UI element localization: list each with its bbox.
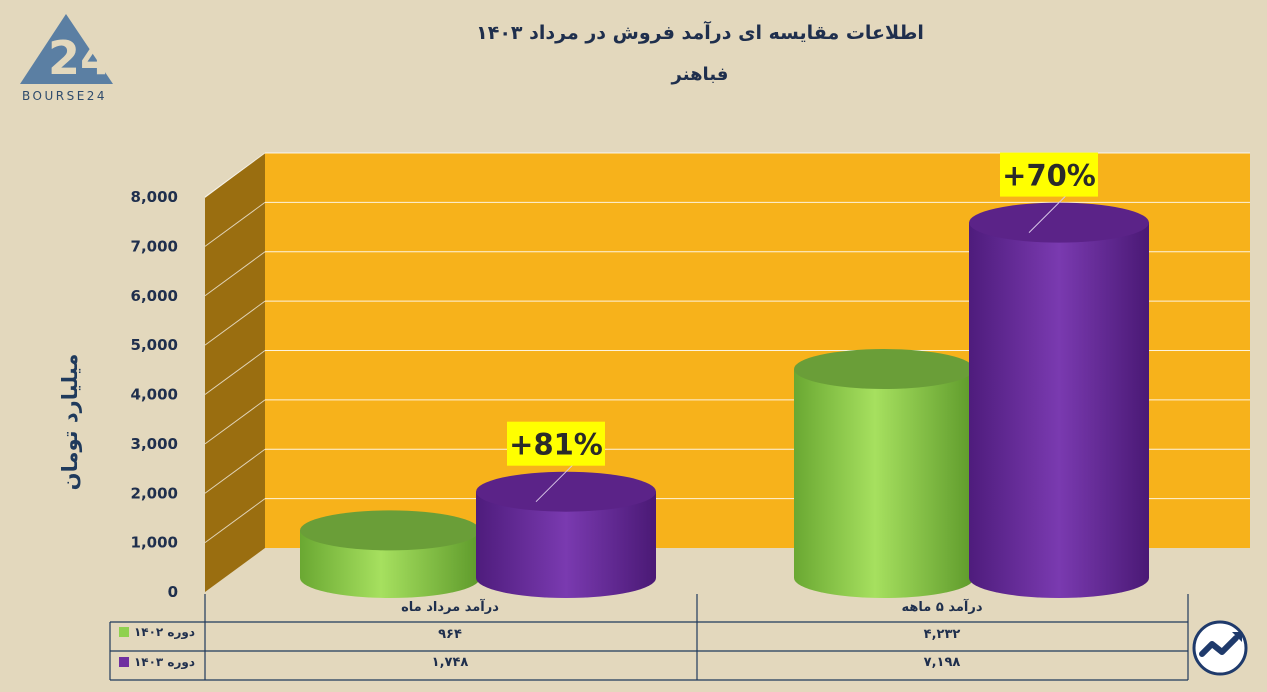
y-tick-label: 6,000: [131, 287, 178, 305]
y-tick-label: 5,000: [131, 336, 178, 354]
legend-swatch-purple: [118, 657, 129, 667]
chart-title: اطلاعات مقایسه ای درآمد فروش در مرداد ۱۴…: [476, 22, 924, 44]
gridline-side: [204, 152, 266, 198]
trend-chart-icon: [1192, 620, 1248, 676]
y-tick-label: 2,000: [131, 484, 178, 502]
category-label-2: درآمد ۵ ماهه: [901, 600, 983, 615]
legend-row-1402: دوره ۱۴۰۲: [112, 625, 202, 639]
y-tick-label: 8,000: [131, 188, 178, 206]
gridline-side: [204, 350, 266, 395]
gridline-side: [204, 399, 266, 445]
bar-1403-1-top: [476, 471, 656, 512]
bar-1403-2-body: [969, 222, 1149, 598]
legend-label-1402: دوره ۱۴۰۲: [133, 625, 196, 639]
bar-1403-1: [476, 471, 656, 598]
gridline-side: [204, 498, 266, 544]
value-1402-monthly: ۹۶۴: [438, 627, 462, 642]
gridline-side: [204, 201, 266, 247]
bar-1402-1-top: [300, 510, 480, 551]
logo-mark: 24: [48, 31, 112, 85]
annotation-label-2: +70%: [1002, 159, 1096, 193]
value-1403-monthly: ۱,۷۴۸: [431, 655, 469, 670]
bar-1403-1-body: [476, 491, 656, 598]
legend-swatch-green: [118, 627, 129, 637]
bar-1402-2-body: [794, 369, 974, 598]
bourse24-logo: 24 BOURSE24: [18, 12, 118, 107]
y-tick-label: 3,000: [131, 435, 178, 453]
annotation-badge-1: [507, 421, 605, 466]
bar-1402-1: [300, 510, 480, 598]
gridline-side: [204, 300, 266, 346]
bar-1403-2: [969, 202, 1149, 598]
annotation-badge-2: [1000, 152, 1098, 197]
chart-subtitle: فباهنر: [671, 64, 729, 85]
legend-row-1403: دوره ۱۴۰۳: [112, 655, 202, 669]
y-tick-label: 7,000: [131, 237, 178, 255]
y-tick-label: 0: [168, 583, 178, 601]
annotation-leader: [535, 463, 575, 503]
value-1402-5month: ۴,۲۳۲: [923, 627, 961, 642]
annotation-leader: [1028, 194, 1068, 233]
bar-1402-2: [794, 349, 974, 598]
category-label-1: درآمد مرداد ماه: [401, 600, 499, 615]
gridline-side: [204, 251, 266, 297]
annotation-label-1: +81%: [509, 428, 603, 462]
logo-text: BOURSE24: [22, 89, 107, 103]
y-tick-label: 1,000: [131, 534, 178, 552]
legend-label-1403: دوره ۱۴۰۳: [133, 655, 196, 669]
bar-1403-2-top: [969, 202, 1149, 243]
bar-1402-2-top: [794, 349, 974, 390]
gridline-side: [204, 448, 266, 494]
y-tick-label: 4,000: [131, 386, 178, 404]
value-1403-5month: ۷,۱۹۸: [923, 655, 961, 670]
